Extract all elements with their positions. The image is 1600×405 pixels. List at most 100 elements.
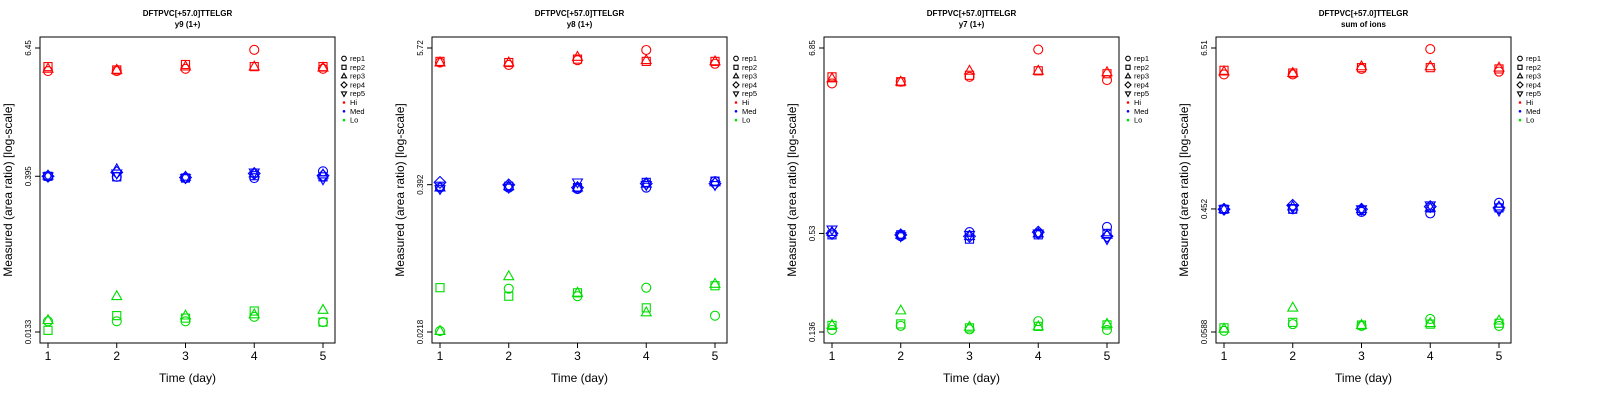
data-point-hi-rep2	[249, 62, 259, 72]
y-axis-label: Measured (area ratio) [log-scale]	[393, 103, 407, 276]
legend-marker-rep1	[1517, 55, 1523, 62]
data-point-lo-rep1	[895, 320, 906, 331]
x-tick-label: 4	[251, 349, 258, 363]
data-point-lo-rep3	[894, 303, 907, 315]
legend-marker-rep5	[340, 91, 348, 98]
x-tick-label: 3	[574, 349, 581, 363]
data-point-med-rep1	[641, 182, 652, 193]
data-point-hi-rep3	[709, 54, 721, 66]
data-point-hi-rep3	[894, 75, 907, 86]
legend-label-lo: Lo	[350, 116, 358, 125]
y-tick-label: 0.395	[24, 166, 33, 187]
legend-label-rep4: rep4	[742, 80, 757, 89]
legend-label-rep2: rep2	[1134, 63, 1149, 72]
legend-dot-lo	[1518, 118, 1522, 122]
data-point-med-rep5	[1355, 205, 1368, 216]
legend-label-rep3: rep3	[1526, 72, 1541, 81]
data-point-lo-rep3	[110, 289, 123, 301]
data-point-med-rep3	[1101, 228, 1113, 239]
plot-frame	[823, 36, 1120, 344]
legend-label-med: Med	[350, 107, 365, 116]
legend-marker-rep2	[341, 64, 347, 70]
legend-label-rep4: rep4	[1134, 80, 1149, 89]
legend-label-rep4: rep4	[350, 80, 365, 89]
data-point-med-rep1	[1425, 208, 1436, 219]
legend-label-lo: Lo	[742, 116, 750, 125]
data-point-lo-rep2	[896, 319, 906, 329]
legend-label-rep5: rep5	[350, 89, 365, 98]
data-point-hi-rep3	[826, 71, 838, 83]
data-point-hi-rep3	[179, 60, 192, 71]
y-tick-label: 0.0133	[24, 319, 33, 344]
legend-dot-med	[342, 110, 346, 113]
data-point-lo-rep1	[709, 310, 721, 321]
legend-dot-med	[1518, 110, 1522, 113]
data-point-hi-rep1	[1425, 43, 1436, 55]
data-point-lo-rep1	[111, 316, 122, 327]
legend-label-rep2: rep2	[742, 63, 757, 72]
data-point-med-rep4	[825, 226, 839, 241]
data-point-med-rep2	[43, 171, 53, 181]
legend-label-lo: Lo	[1526, 116, 1534, 125]
data-point-med-rep5	[1424, 201, 1437, 212]
plot-frame	[431, 36, 728, 344]
data-point-lo-rep3	[317, 303, 329, 314]
x-axis-label: Time (day)	[159, 371, 216, 385]
data-point-med-rep4	[570, 180, 585, 195]
x-tick-label: 2	[505, 349, 512, 363]
data-point-med-rep5	[709, 181, 721, 192]
legend-label-rep1: rep1	[1526, 54, 1541, 63]
data-point-med-rep4	[433, 175, 447, 190]
data-point-med-rep3	[317, 168, 329, 179]
legend-marker-rep4	[732, 81, 740, 89]
legend-dot-lo	[734, 118, 738, 122]
data-point-lo-rep3	[640, 305, 653, 317]
data-point-hi-rep3	[1101, 65, 1113, 77]
legend-marker-rep5	[1516, 91, 1524, 98]
data-point-hi-rep3	[571, 50, 584, 61]
chart-panel-2: DFTPVC[+57.0]TTELGR y8 (1+) 0.0218 0.392 5.7…	[393, 9, 757, 385]
data-point-lo-rep2	[504, 291, 514, 301]
data-point-med-rep3	[1286, 200, 1299, 211]
data-point-lo-rep2	[1356, 320, 1367, 330]
chart-subtitle: sum of ions	[1341, 20, 1386, 29]
legend-dot-hi	[734, 101, 738, 104]
chart-panel-1: DFTPVC[+57.0]TTELGR y9 (1+) 0.0133 0.395 6.4…	[1, 9, 365, 385]
data-point-med-rep5	[110, 169, 123, 180]
legend-marker-rep2	[733, 64, 739, 70]
data-point-hi-rep3	[1286, 66, 1299, 77]
data-point-med-rep3	[42, 169, 54, 180]
data-point-lo-rep1	[1425, 313, 1436, 324]
data-point-lo-rep2	[1033, 321, 1043, 331]
legend-label-rep2: rep2	[1526, 63, 1541, 72]
chart-title: DFTPVC[+57.0]TTELGR	[535, 9, 625, 18]
legend-dot-med	[734, 110, 738, 113]
data-point-hi-rep1	[641, 44, 652, 56]
data-point-lo-rep2	[43, 325, 53, 335]
legend-label-rep3: rep3	[742, 72, 757, 81]
data-point-med-rep5	[317, 175, 329, 186]
legend-label-med: Med	[742, 107, 757, 116]
data-point-lo-rep2	[112, 311, 122, 321]
legend-dot-lo	[1126, 118, 1130, 122]
data-point-lo-rep2	[572, 288, 583, 298]
legend-label-rep2: rep2	[350, 63, 365, 72]
legend-label-hi: Hi	[1134, 98, 1141, 107]
legend-label-rep3: rep3	[1134, 72, 1149, 81]
y-tick-label: 0.0218	[416, 319, 425, 344]
data-point-lo-rep3	[571, 286, 584, 297]
data-point-med-rep3	[434, 181, 446, 192]
data-point-hi-rep2	[1425, 63, 1435, 73]
legend-marker-rep5	[1124, 91, 1132, 98]
data-point-hi-rep1	[1101, 75, 1113, 86]
data-point-lo-rep3	[1286, 301, 1299, 312]
x-tick-label: 1	[1221, 349, 1228, 363]
y-tick-label: 0.0588	[1200, 319, 1209, 344]
data-point-hi-rep3	[963, 64, 976, 75]
data-point-hi-rep3	[248, 60, 261, 71]
data-point-med-rep3	[1355, 202, 1368, 214]
data-point-lo-rep3	[179, 309, 192, 320]
data-point-hi-rep2	[710, 56, 720, 66]
legend-marker-rep3	[1124, 72, 1132, 79]
data-point-hi-rep3	[1493, 61, 1505, 72]
